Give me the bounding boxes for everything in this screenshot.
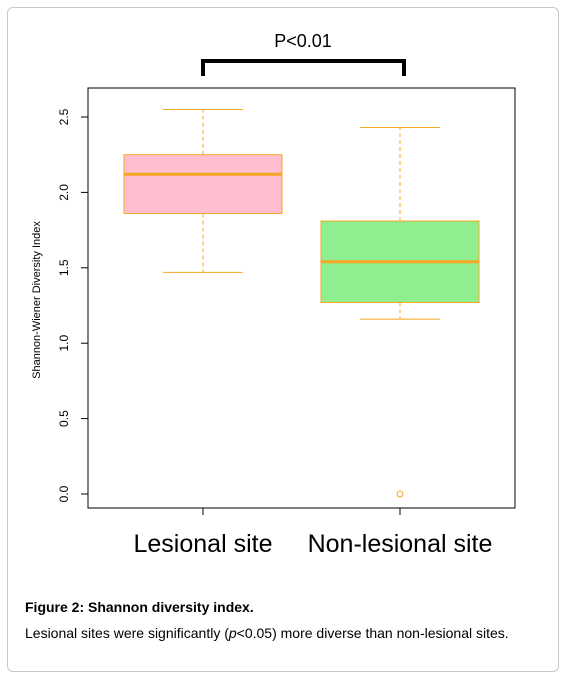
significance-bracket: P<0.01 xyxy=(201,31,406,76)
outlier-point xyxy=(396,490,404,498)
figure-caption-title: Figure 2: Shannon diversity index. xyxy=(25,599,254,615)
x-axis-labels: Lesional site Non-lesional site xyxy=(134,508,493,558)
box-non-lesional xyxy=(320,127,480,498)
y-axis-label: Shannon-Wiener Diversity Index xyxy=(31,221,43,379)
y-tick-label: 1.5 xyxy=(57,259,71,276)
figure-frame xyxy=(7,7,559,672)
significance-label: P<0.01 xyxy=(274,31,332,51)
box-lesional xyxy=(123,108,283,273)
bracket-line xyxy=(201,59,406,76)
x-tick-label: Non-lesional site xyxy=(308,530,493,558)
figure-caption-body: Lesional sites were significantly (p<0.0… xyxy=(25,624,541,643)
box-plot-chart: 0.0 0.5 1.0 1.5 2.0 2.5 Shannon-Wiener Divers… xyxy=(31,31,516,558)
y-tick-label: 0.5 xyxy=(57,410,71,427)
x-tick-label: Lesional site xyxy=(134,530,273,558)
caption-body-post: <0.05) more diverse than non-lesional si… xyxy=(236,625,509,641)
iqr-box xyxy=(123,154,283,215)
caption-body-pre: Lesional sites were significantly ( xyxy=(25,625,229,641)
y-tick-label: 0.0 xyxy=(57,485,71,502)
y-tick-label: 2.5 xyxy=(57,108,71,125)
caption-body-italic: p xyxy=(228,625,237,641)
y-axis: 0.0 0.5 1.0 1.5 2.0 2.5 xyxy=(57,108,89,502)
y-tick-label: 2.0 xyxy=(57,184,71,201)
y-tick-label: 1.0 xyxy=(57,335,71,352)
boxes-group xyxy=(123,108,480,498)
